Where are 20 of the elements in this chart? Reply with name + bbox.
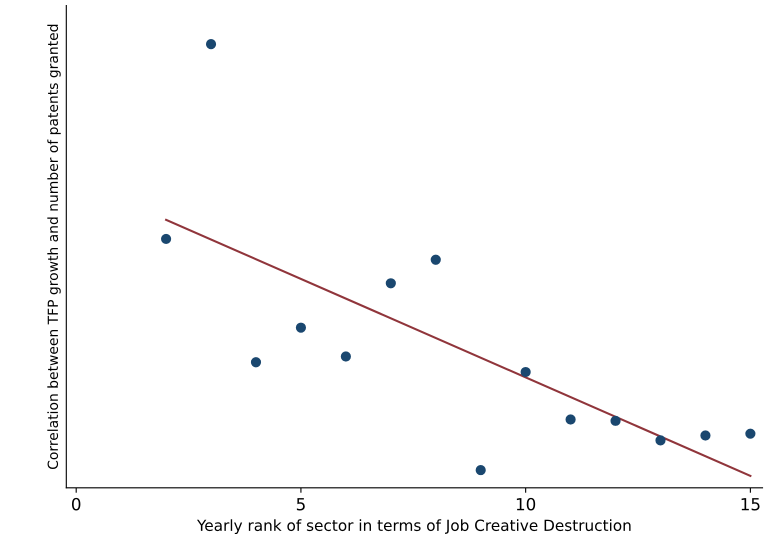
point bbox=[655, 435, 666, 446]
x-tick-label: 5 bbox=[296, 498, 305, 510]
x-tick-label: 10 bbox=[516, 498, 536, 510]
x-tick-label: 0 bbox=[72, 498, 80, 510]
point bbox=[250, 357, 262, 368]
point bbox=[476, 465, 486, 476]
x-axis-title: Yearly rank of sector in terms of Job Creative Destruction bbox=[196, 519, 631, 534]
point bbox=[206, 39, 216, 50]
point bbox=[340, 351, 351, 362]
point bbox=[296, 322, 306, 333]
point bbox=[700, 430, 711, 441]
x-tick-label: 15 bbox=[742, 498, 760, 510]
point bbox=[430, 254, 441, 265]
point bbox=[520, 366, 531, 378]
point bbox=[566, 414, 576, 425]
point bbox=[161, 234, 172, 244]
y-axis-title: Correlation between TFP growth and number of patents granted bbox=[47, 24, 61, 470]
point bbox=[745, 428, 756, 439]
point bbox=[386, 278, 396, 288]
point bbox=[610, 416, 621, 426]
